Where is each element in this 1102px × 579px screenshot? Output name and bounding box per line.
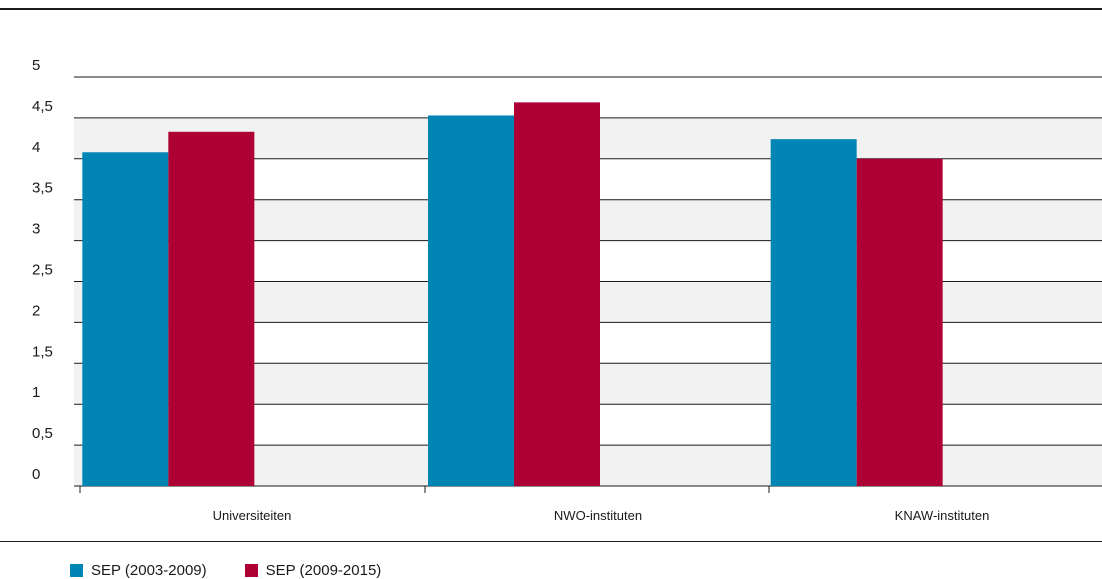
y-tick-label: 5 [32, 57, 40, 74]
bar-2-universiteiten [168, 131, 255, 486]
category-label: KNAW-instituten [895, 508, 990, 523]
category-label: NWO-instituten [554, 508, 642, 523]
legend-item-series-1: SEP (2003-2009) [70, 563, 207, 578]
y-tick-label: 1 [32, 384, 40, 401]
bar-1-universiteiten [82, 152, 169, 487]
legend: SEP (2003-2009) SEP (2009-2015) [70, 563, 381, 578]
bar-chart: 0 0,5 1 1,5 2 2,5 3 3,5 4 4,5 5 Universiteiten NWO-… [32, 57, 1102, 523]
legend-swatch-series-1 [70, 564, 83, 577]
bars [82, 102, 943, 487]
legend-label-series-2: SEP (2009-2015) [265, 562, 382, 579]
category-labels: Universiteiten NWO-instituten KNAW-institu… [213, 508, 990, 523]
top-rule [0, 8, 1102, 10]
legend-label-series-1: SEP (2003-2009) [91, 562, 207, 579]
bar-1-knaw-instituten [770, 139, 857, 486]
category-label: Universiteiten [213, 508, 292, 523]
legend-swatch-series-2 [244, 564, 258, 577]
bar-2-knaw-instituten [856, 158, 943, 487]
legend-item-series-2: SEP (2009-2015) [244, 562, 382, 579]
y-tick-label: 0 [32, 466, 40, 483]
y-tick-label: 0,5 [32, 425, 53, 442]
y-tick-label: 4 [32, 139, 40, 156]
bar-2-nwo-instituten [514, 102, 600, 486]
y-tick-label: 2 [32, 302, 40, 319]
bottom-rule [0, 541, 1102, 542]
y-axis-tick-labels: 0 0,5 1 1,5 2 2,5 3 3,5 4 4,5 5 [32, 57, 53, 483]
x-axis [79, 486, 770, 493]
y-tick-label: 3 [32, 221, 40, 238]
bar-1-nwo-instituten [428, 115, 514, 487]
y-tick-label: 1,5 [32, 343, 53, 360]
y-tick-label: 2,5 [32, 262, 53, 279]
y-tick-label: 3,5 [32, 180, 53, 197]
y-tick-label: 4,5 [32, 98, 53, 115]
